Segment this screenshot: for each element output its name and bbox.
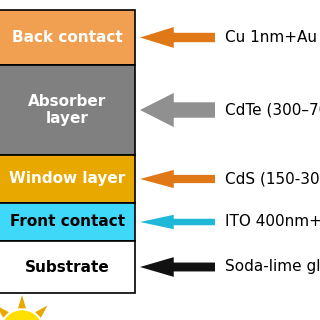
Text: Front contact: Front contact [10, 214, 125, 229]
Bar [0, 203, 135, 241]
Polygon shape [35, 306, 47, 318]
Circle shape [2, 311, 42, 320]
Text: ITO 400nm+Z: ITO 400nm+Z [225, 214, 320, 229]
Bar [0, 65, 135, 155]
Text: Soda-lime gla: Soda-lime gla [225, 260, 320, 275]
FancyArrow shape [140, 93, 215, 127]
Bar [0, 241, 135, 293]
FancyArrow shape [140, 215, 215, 229]
Text: CdTe (300–70: CdTe (300–70 [225, 102, 320, 117]
Text: Substrate: Substrate [25, 260, 110, 275]
FancyArrow shape [140, 257, 215, 277]
Bar [0, 155, 135, 203]
FancyArrow shape [140, 27, 215, 48]
Polygon shape [0, 306, 9, 318]
Bar [0, 10, 135, 65]
Text: Absorber
layer: Absorber layer [28, 94, 107, 126]
FancyArrow shape [140, 170, 215, 188]
Text: Back contact: Back contact [12, 30, 123, 45]
Text: CdS (150-300: CdS (150-300 [225, 172, 320, 187]
Text: Cu 1nm+Au 5: Cu 1nm+Au 5 [225, 30, 320, 45]
Text: Window layer: Window layer [9, 172, 126, 187]
Polygon shape [18, 295, 26, 308]
